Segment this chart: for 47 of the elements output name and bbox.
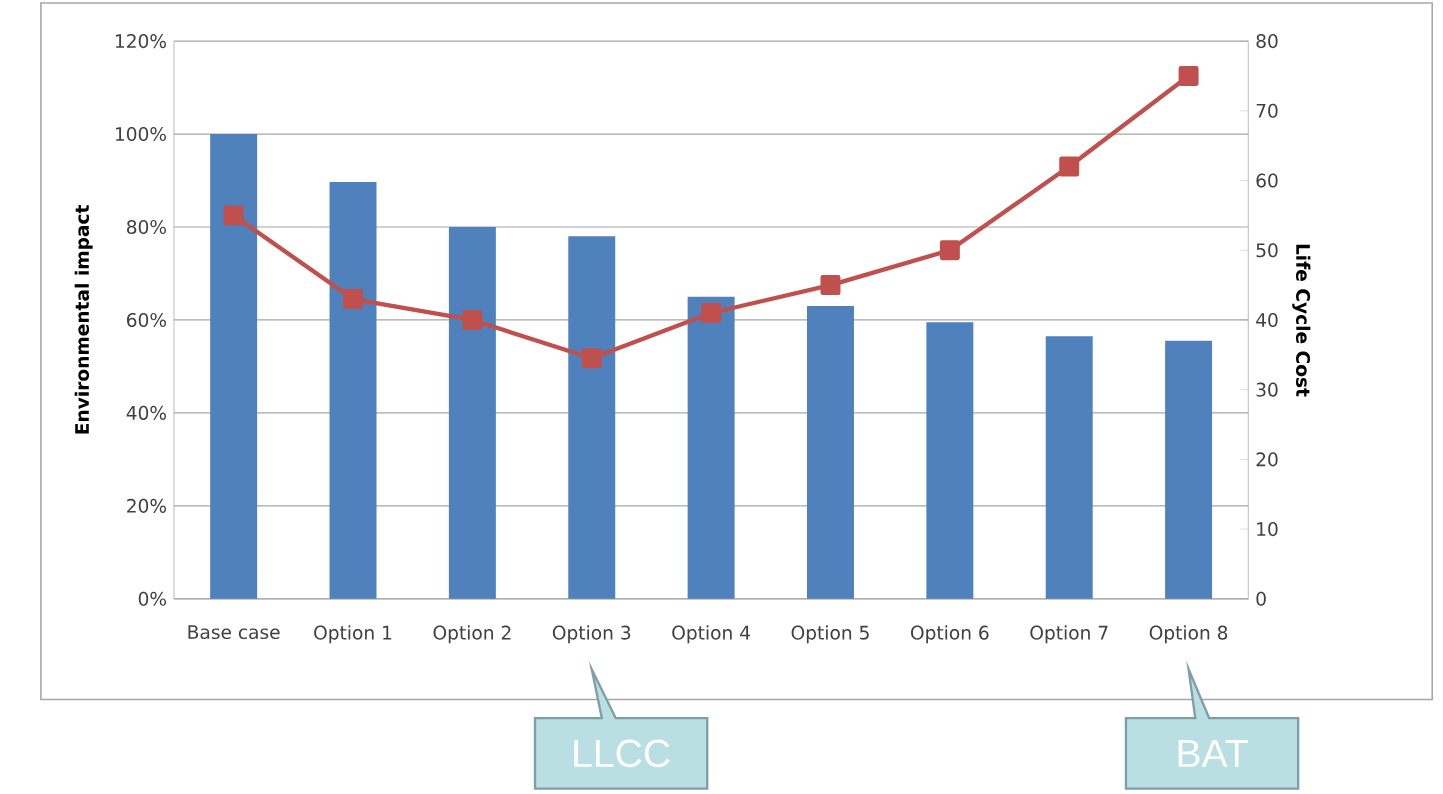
y2-axis-title: Life Cycle Cost (1292, 244, 1311, 397)
y2-tick-label: 40 (1256, 313, 1278, 328)
x-tick-label: Option 1 (314, 625, 392, 644)
x-tick-label: Option 4 (672, 625, 750, 644)
point (820, 275, 841, 296)
y2-tick-label: 50 (1256, 243, 1278, 258)
point (462, 310, 483, 331)
y2-tick-label: 20 (1256, 452, 1278, 467)
x-tick-label: Option 3 (552, 625, 631, 644)
y-tick-label: 0% (138, 592, 167, 607)
y2-tick-label: 60 (1256, 173, 1278, 188)
y2-tick-label: 0 (1256, 592, 1266, 607)
text: BAT (1178, 740, 1248, 768)
y2-tick-label: 30 (1256, 382, 1278, 397)
bar (210, 134, 258, 600)
y2-tick-label: 80 (1256, 34, 1278, 49)
x-tick-label: Option 5 (791, 625, 869, 644)
y2-tick-label: 70 (1256, 104, 1278, 119)
point (701, 303, 722, 324)
point (343, 289, 364, 310)
point (939, 240, 960, 261)
y-axis-title: Environmental impact (74, 205, 93, 434)
bar (329, 182, 377, 600)
bar (926, 322, 974, 600)
point (223, 205, 244, 226)
bar (807, 306, 854, 600)
y-tick-label: 80% (126, 220, 167, 235)
x-tick-label: Base case (188, 625, 280, 640)
text: LLCC (574, 739, 670, 768)
point (581, 348, 602, 369)
y-tick-label: 20% (127, 499, 167, 514)
y-tick-label: 40% (126, 406, 167, 421)
bar (687, 296, 735, 600)
y-tick-label: 120% (115, 34, 167, 49)
x-tick-label: Option 8 (1149, 625, 1228, 644)
x-tick-label: Option 2 (433, 625, 511, 644)
x-tick-label: Option 7 (1030, 625, 1108, 644)
bar (1045, 336, 1093, 600)
bar (1165, 341, 1213, 600)
x-tick-label: Option 6 (911, 625, 989, 644)
point (1059, 156, 1080, 177)
point (1178, 66, 1199, 87)
y2-tick-label: 10 (1257, 522, 1278, 537)
y-tick-label: 100% (115, 127, 167, 142)
bar (448, 227, 496, 600)
bar (568, 236, 616, 600)
y-tick-label: 60% (127, 313, 167, 328)
